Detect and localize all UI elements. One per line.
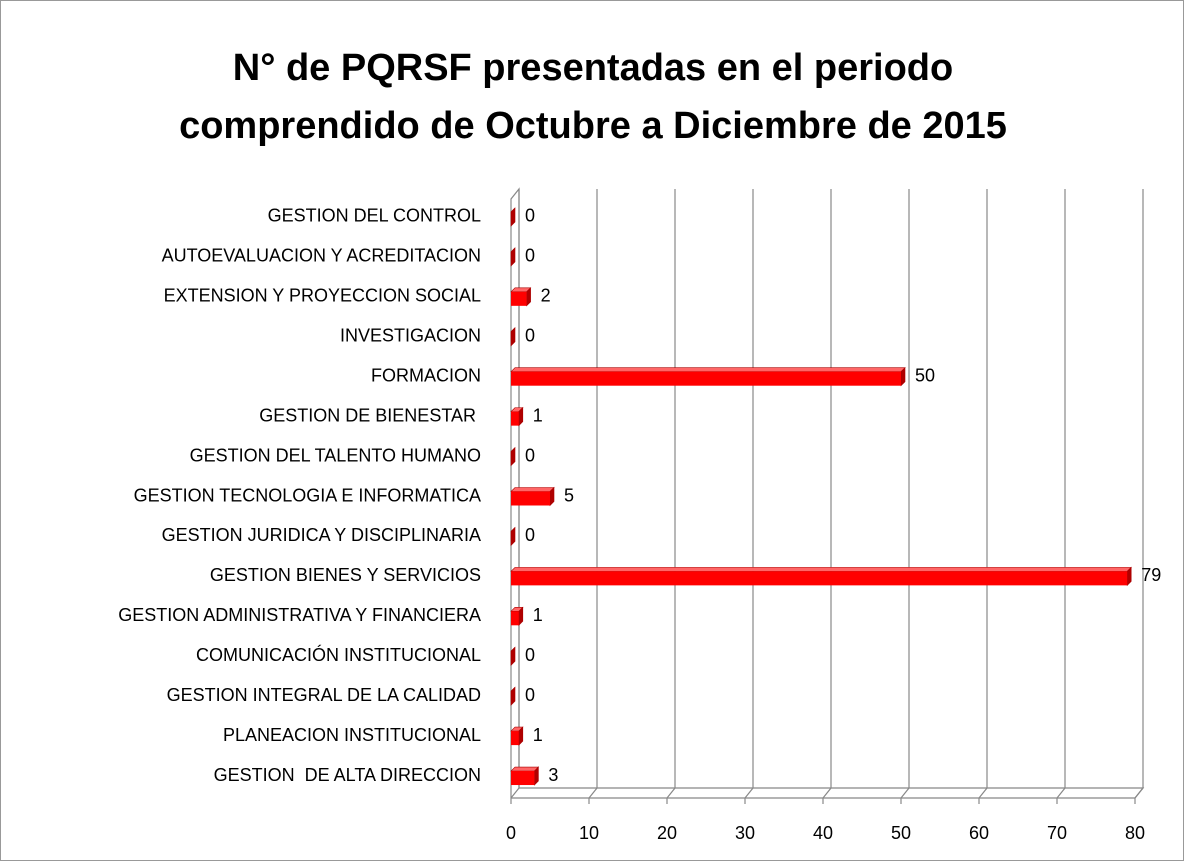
bar-end: [510, 247, 516, 267]
bar-top: [510, 766, 540, 772]
value-label: 0: [525, 206, 535, 226]
x-tick-label: 80: [1125, 823, 1145, 843]
bar: [511, 611, 519, 626]
value-label: 0: [525, 246, 535, 266]
chart-title: N° de PQRSF presentadas en el periodo co…: [179, 47, 1007, 147]
x-tick-label: 70: [1047, 823, 1067, 843]
y-tick-label: GESTION ADMINISTRATIVA Y FINANCIERA: [118, 605, 481, 625]
bar: [511, 291, 527, 306]
value-label: 5: [564, 485, 574, 505]
bar-top: [510, 367, 906, 373]
bar: [511, 771, 535, 786]
value-label: 0: [525, 685, 535, 705]
value-label: 2: [541, 286, 551, 306]
x-tick-label: 40: [813, 823, 833, 843]
grid-line: [978, 189, 988, 799]
bar: [511, 371, 901, 386]
value-label: 0: [525, 445, 535, 465]
value-label: 50: [915, 365, 935, 385]
x-tick-label: 50: [891, 823, 911, 843]
bar: [511, 571, 1128, 586]
bar: [511, 491, 550, 506]
y-tick-label: GESTION DE BIENESTAR: [259, 405, 481, 425]
y-tick-label: EXTENSION Y PROYECCION SOCIAL: [164, 286, 481, 306]
grid-line: [510, 189, 520, 799]
y-tick-label: PLANEACION INSTITUCIONAL: [223, 725, 481, 745]
value-label: 0: [525, 645, 535, 665]
value-label: 0: [525, 525, 535, 545]
x-tick-label: 20: [657, 823, 677, 843]
value-label: 1: [533, 405, 543, 425]
bar-end: [510, 207, 516, 227]
y-tick-label: GESTION DEL TALENTO HUMANO: [190, 445, 481, 465]
y-tick-label: GESTION DE ALTA DIRECCION: [214, 765, 481, 785]
y-tick-label: GESTION TECNOLOGIA E INFORMATICA: [134, 485, 481, 505]
bar-end: [510, 646, 516, 666]
y-tick-label: INVESTIGACION: [340, 326, 481, 346]
x-tick-label: 10: [579, 823, 599, 843]
bar-top: [510, 567, 1132, 572]
bar-end: [510, 686, 516, 706]
y-tick-label: GESTION DEL CONTROL: [268, 206, 481, 226]
x-tick-label: 0: [506, 823, 516, 843]
bar: [511, 731, 519, 746]
value-label: 1: [533, 725, 543, 745]
y-tick-label: GESTION BIENES Y SERVICIOS: [210, 565, 481, 585]
bar-end: [510, 446, 516, 467]
grid-line: [666, 189, 676, 799]
grid-line: [900, 189, 910, 799]
value-label: 1: [533, 605, 543, 625]
x-tick-label: 60: [969, 823, 989, 843]
y-tick-label: GESTION JURIDICA Y DISCIPLINARIA: [162, 525, 481, 545]
x-tick-label: 30: [735, 823, 755, 843]
bar-top: [510, 487, 555, 492]
bar-end: [510, 327, 516, 347]
grid-line: [1056, 189, 1066, 799]
grid-line: [588, 189, 598, 799]
y-tick-label: COMUNICACIÓN INSTITUCIONAL: [196, 644, 481, 665]
value-label: 3: [548, 765, 558, 785]
grid-line: [822, 189, 832, 799]
grid-line: [1134, 189, 1144, 799]
value-label: 0: [525, 326, 535, 346]
value-label: 79: [1141, 565, 1161, 585]
y-tick-label: AUTOEVALUACION Y ACREDITACION: [162, 246, 481, 266]
y-tick-label: GESTION INTEGRAL DE LA CALIDAD: [167, 685, 481, 705]
grid-line: [744, 189, 754, 799]
bar-end: [510, 526, 516, 547]
y-tick-label: FORMACION: [371, 365, 481, 385]
bar: [511, 411, 519, 426]
